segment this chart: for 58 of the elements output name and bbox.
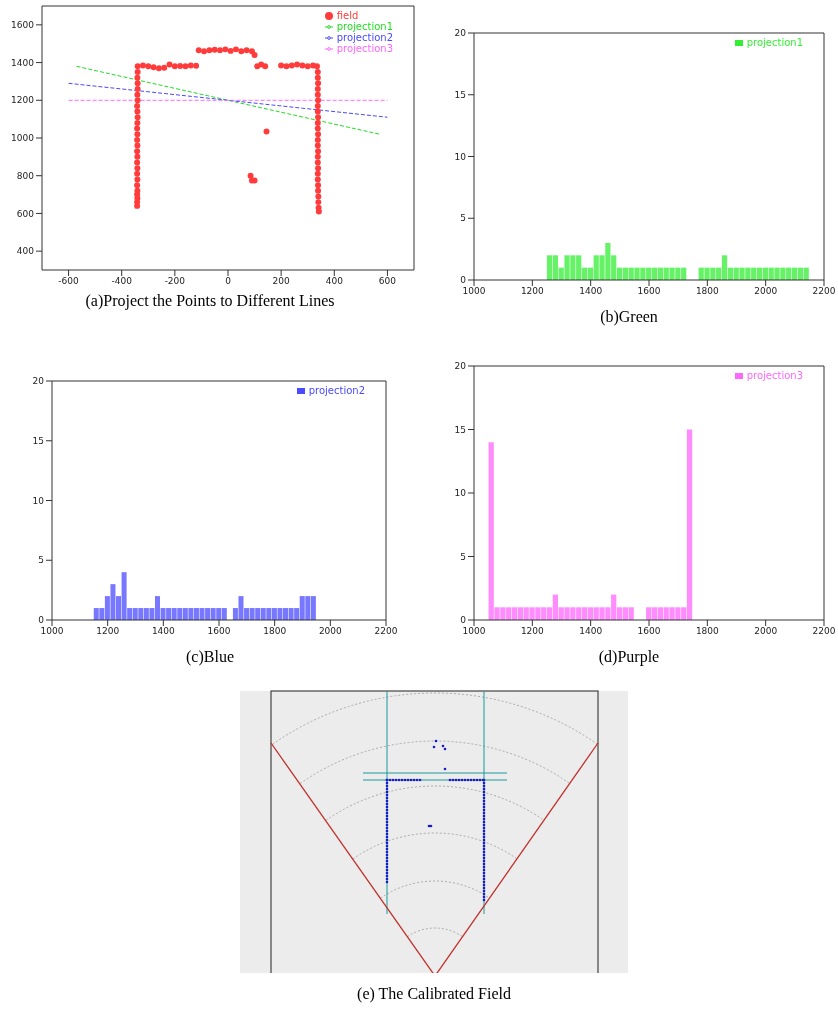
y-tick-label: 20 — [454, 28, 467, 39]
y-tick-label: 15 — [454, 89, 466, 100]
legend-label: projection2 — [336, 32, 393, 43]
y-tick-label: 1200 — [11, 95, 35, 106]
x-tick-label: -200 — [164, 276, 186, 287]
y-tick-label: 10 — [454, 488, 467, 499]
x-tick-label: 1400 — [579, 286, 603, 297]
legend-label: projection1 — [336, 21, 393, 32]
legend-label: projection3 — [746, 370, 803, 381]
x-tick-label: 200 — [272, 276, 290, 287]
y-tick-label: 0 — [460, 615, 467, 626]
y-tick-label: 0 — [38, 615, 45, 626]
y-tick-label: 10 — [454, 151, 467, 162]
legend-label: projection3 — [336, 43, 393, 54]
y-tick-label: 800 — [16, 170, 35, 181]
x-tick-label: 1200 — [96, 626, 120, 637]
y-tick-label: 1600 — [11, 20, 35, 31]
legend-label: projection2 — [308, 385, 365, 396]
x-tick-label: 1200 — [520, 286, 545, 297]
x-tick-label: 400 — [325, 276, 344, 287]
y-tick-label: 1000 — [11, 133, 35, 144]
y-tick-label: 5 — [38, 555, 44, 566]
x-tick-label: 1600 — [637, 286, 661, 297]
y-tick-label: 20 — [32, 376, 45, 387]
text: (a)Project the Points to Different Lines — [84, 292, 336, 310]
x-tick-label: 1600 — [637, 626, 661, 637]
x-tick-label: 600 — [378, 276, 397, 287]
x-tick-label: 2200 — [812, 626, 836, 637]
x-tick-label: 0 — [225, 276, 232, 287]
y-tick-label: 20 — [454, 361, 467, 372]
y-tick-label: 5 — [460, 213, 466, 224]
y-tick-label: 15 — [32, 435, 44, 446]
x-tick-label: 1800 — [695, 286, 720, 297]
x-tick-label: 1800 — [263, 626, 287, 637]
x-tick-label: 2200 — [374, 626, 398, 637]
x-tick-label: 1200 — [520, 626, 545, 637]
text: (b)Green — [599, 308, 659, 326]
text: (e) The Calibrated Field — [356, 985, 512, 1003]
y-tick-label: 15 — [454, 424, 466, 435]
x-tick-label: -600 — [58, 276, 80, 287]
text: (c)Blue — [185, 648, 235, 666]
x-tick-label: 1400 — [579, 626, 603, 637]
x-tick-label: 1800 — [695, 626, 720, 637]
text: (d)Purple — [597, 648, 661, 666]
x-tick-label: -400 — [111, 276, 133, 287]
x-tick-label: 2200 — [812, 286, 836, 297]
x-tick-label: 2000 — [754, 286, 778, 297]
y-tick-label: 5 — [460, 551, 466, 562]
x-tick-label: 2000 — [754, 626, 778, 637]
legend-label: projection1 — [746, 37, 803, 48]
x-tick-label: 1600 — [207, 626, 231, 637]
legend-label: field — [336, 10, 359, 21]
y-tick-label: 600 — [16, 208, 35, 219]
x-tick-label: 1400 — [151, 626, 176, 637]
y-tick-label: 10 — [32, 495, 45, 506]
x-tick-label: 2000 — [318, 626, 343, 637]
y-tick-label: 1400 — [11, 57, 35, 68]
y-tick-label: 400 — [16, 246, 35, 257]
